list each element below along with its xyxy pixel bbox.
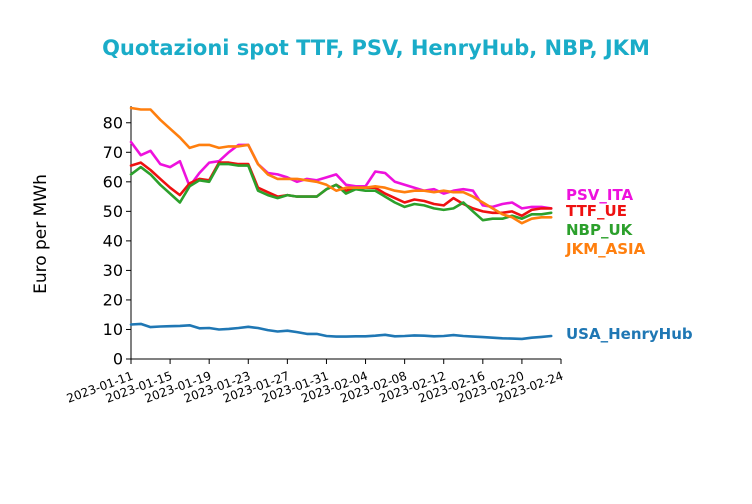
chart-title: Quotazioni spot TTF, PSV, HenryHub, NBP,…	[102, 36, 650, 60]
y-tick-label: 50	[103, 202, 123, 221]
series-line-jkm-asia	[129, 106, 553, 225]
series-line-usa-henryhub	[129, 322, 553, 341]
legend-label-ttf-ue: TTF_UE	[566, 202, 627, 220]
y-tick-label: 0	[113, 350, 123, 369]
y-tick-label: 40	[103, 231, 123, 250]
y-tick-label: 30	[103, 261, 123, 280]
legend-label-psv-ita: PSV_ITA	[566, 186, 634, 204]
series-line-psv-ita	[129, 140, 553, 210]
y-axis-label: Euro per MWh	[31, 174, 51, 294]
y-tick-label: 80	[103, 113, 123, 132]
y-tick-label: 60	[103, 172, 123, 191]
legend-label-usa-henryhub: USA_HenryHub	[566, 325, 693, 343]
series-lines	[129, 106, 553, 341]
y-tick-label: 10	[103, 320, 123, 339]
legend-label-nbp-uk: NBP_UK	[566, 221, 634, 239]
legend-label-jkm-asia: JKM_ASIA	[565, 240, 646, 258]
y-tick-label: 20	[103, 290, 123, 309]
axes: 010203040506070802023-01-112023-01-15202…	[65, 106, 565, 406]
y-tick-label: 70	[103, 143, 123, 162]
